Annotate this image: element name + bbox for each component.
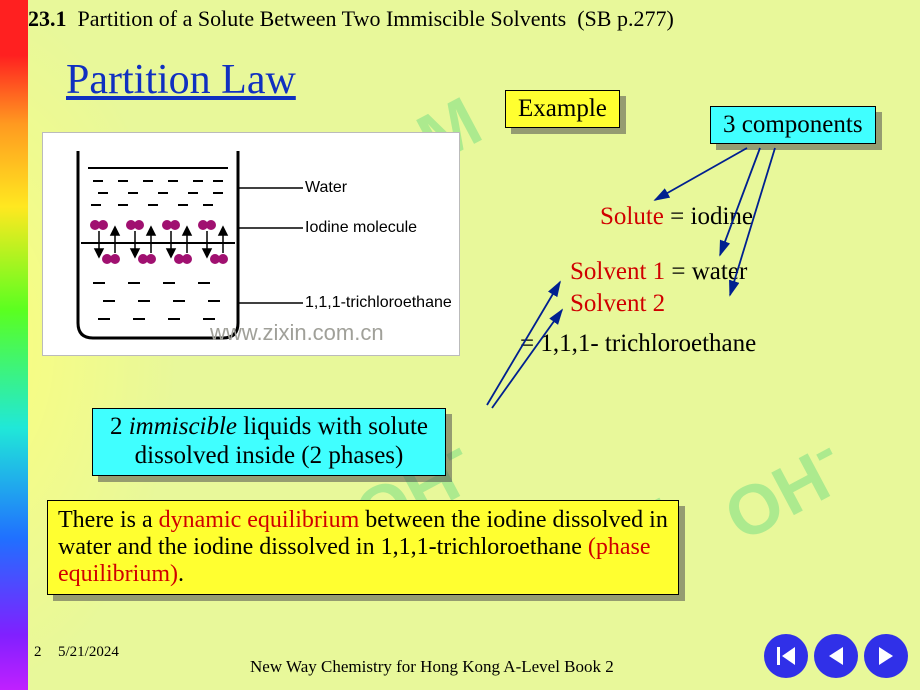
first-icon [775,645,797,667]
solvent2-label: Solvent 2 [570,290,665,318]
nav-prev-button[interactable] [814,634,858,678]
section-title: Partition of a Solute Between Two Immisc… [72,6,674,31]
next-icon [875,645,897,667]
label-iodine: Iodine molecule [305,219,417,237]
equilibrium-box: There is a dynamic equilibrium between t… [47,500,679,595]
watermark-oh-4: OH- [705,416,859,557]
footer-date: 5/21/2024 [58,644,119,661]
solvent2-value: = 1,1,1- trichloroethane [520,330,756,358]
nav-next-button[interactable] [864,634,908,678]
label-tce: 1,1,1-trichloroethane [305,294,452,312]
components-box: 3 components [710,106,876,144]
section-number: 23.1 [28,6,67,31]
watermark-url: www.zixin.com.cn [210,320,384,346]
page-title: Partition Law [66,56,296,104]
solute-label: Solute [600,203,664,230]
prev-icon [825,645,847,667]
example-box: Example [505,90,620,128]
solute-line: Solute = iodine [600,203,753,231]
footer-book: New Way Chemistry for Hong Kong A-Level … [250,657,614,677]
nav-controls [764,634,908,678]
liquids-box: 2 immiscible liquids with solute dissolv… [92,408,446,476]
solvent1-label: Solvent 1 [570,258,665,285]
solvent1-value: = water [665,258,747,285]
page-number: 2 [34,644,42,661]
section-header: 23.1 Partition of a Solute Between Two I… [28,6,674,32]
solute-value: = iodine [664,203,753,230]
rainbow-stripe [0,0,28,690]
nav-first-button[interactable] [764,634,808,678]
solvent1-line: Solvent 1 = water [570,258,747,286]
label-water: Water [305,179,347,197]
